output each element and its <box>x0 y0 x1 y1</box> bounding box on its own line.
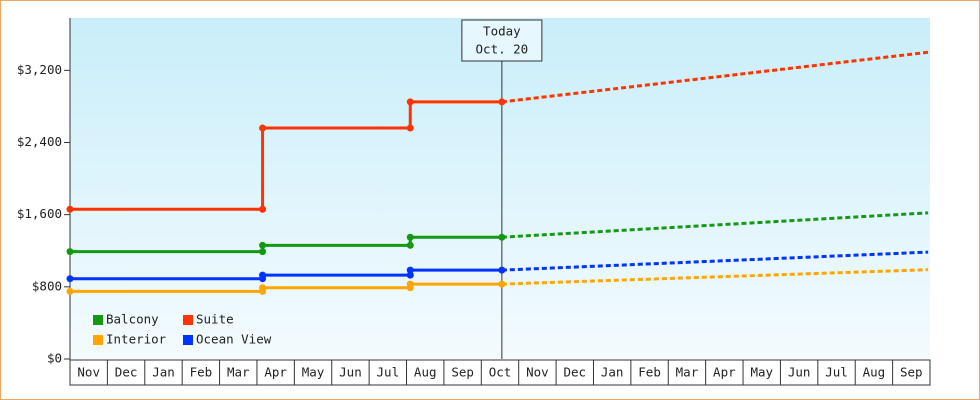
plot-area <box>70 18 930 359</box>
point <box>66 287 74 295</box>
x-tick-label: Mar <box>676 365 699 380</box>
point <box>66 275 74 283</box>
x-tick-label: Aug <box>863 365 886 380</box>
point <box>406 98 414 106</box>
x-tick-label: Mar <box>227 365 250 380</box>
point <box>259 124 267 132</box>
x-tick-label: Feb <box>190 365 213 380</box>
point <box>259 241 267 249</box>
point <box>259 248 267 256</box>
legend-swatch <box>183 315 193 325</box>
x-tick-label: Oct <box>489 365 512 380</box>
y-tick-label: $1,600 <box>17 206 62 221</box>
point <box>259 284 267 292</box>
legend-swatch <box>183 335 193 345</box>
x-tick-label: Dec <box>115 365 138 380</box>
x-axis-band <box>69 359 931 386</box>
legend-label: Balcony <box>106 312 159 327</box>
point <box>406 271 414 279</box>
legend-swatch <box>93 315 103 325</box>
x-tick-label: Sep <box>900 365 923 380</box>
x-tick-label: Jul <box>825 365 848 380</box>
point <box>406 233 414 241</box>
point <box>66 248 74 256</box>
x-tick-label: Jul <box>377 365 400 380</box>
x-tick-label: Nov <box>526 365 549 380</box>
y-tick-label: $3,200 <box>17 62 62 77</box>
point <box>259 271 267 279</box>
x-tick-label: Apr <box>713 365 736 380</box>
legend-label: Suite <box>196 312 234 327</box>
forecast-segment <box>501 250 929 272</box>
legend-label: Ocean View <box>196 332 272 347</box>
point <box>498 98 506 106</box>
today-box <box>461 19 543 62</box>
legend-label: Interior <box>106 332 167 347</box>
x-tick-label: Apr <box>264 365 287 380</box>
point <box>66 205 74 213</box>
y-tick-label: $0 <box>47 351 62 366</box>
point <box>406 280 414 288</box>
x-tick-label: Jun <box>788 365 811 380</box>
forecast-segment <box>501 211 929 239</box>
x-tick-label: Feb <box>638 365 661 380</box>
point <box>259 205 267 213</box>
point <box>498 266 506 274</box>
legend-swatch <box>93 335 103 345</box>
x-tick-label: May <box>750 365 773 380</box>
point <box>406 266 414 274</box>
point <box>406 241 414 249</box>
x-tick-label: Aug <box>414 365 437 380</box>
forecast-segment <box>501 268 929 286</box>
y-tick-label: $2,400 <box>17 134 62 149</box>
x-tick-label: Jan <box>601 365 624 380</box>
point <box>498 280 506 288</box>
y-tick-label: $800 <box>32 278 62 293</box>
today-date: Oct. 20 <box>476 42 529 57</box>
point <box>406 124 414 132</box>
x-tick-label: Nov <box>77 365 100 380</box>
today-label: Today <box>483 24 521 39</box>
x-tick-label: Jan <box>152 365 175 380</box>
x-tick-label: Jun <box>339 365 362 380</box>
x-tick-label: Dec <box>563 365 586 380</box>
x-tick-label: Sep <box>451 365 474 380</box>
point <box>498 233 506 241</box>
x-tick-label: May <box>302 365 325 380</box>
